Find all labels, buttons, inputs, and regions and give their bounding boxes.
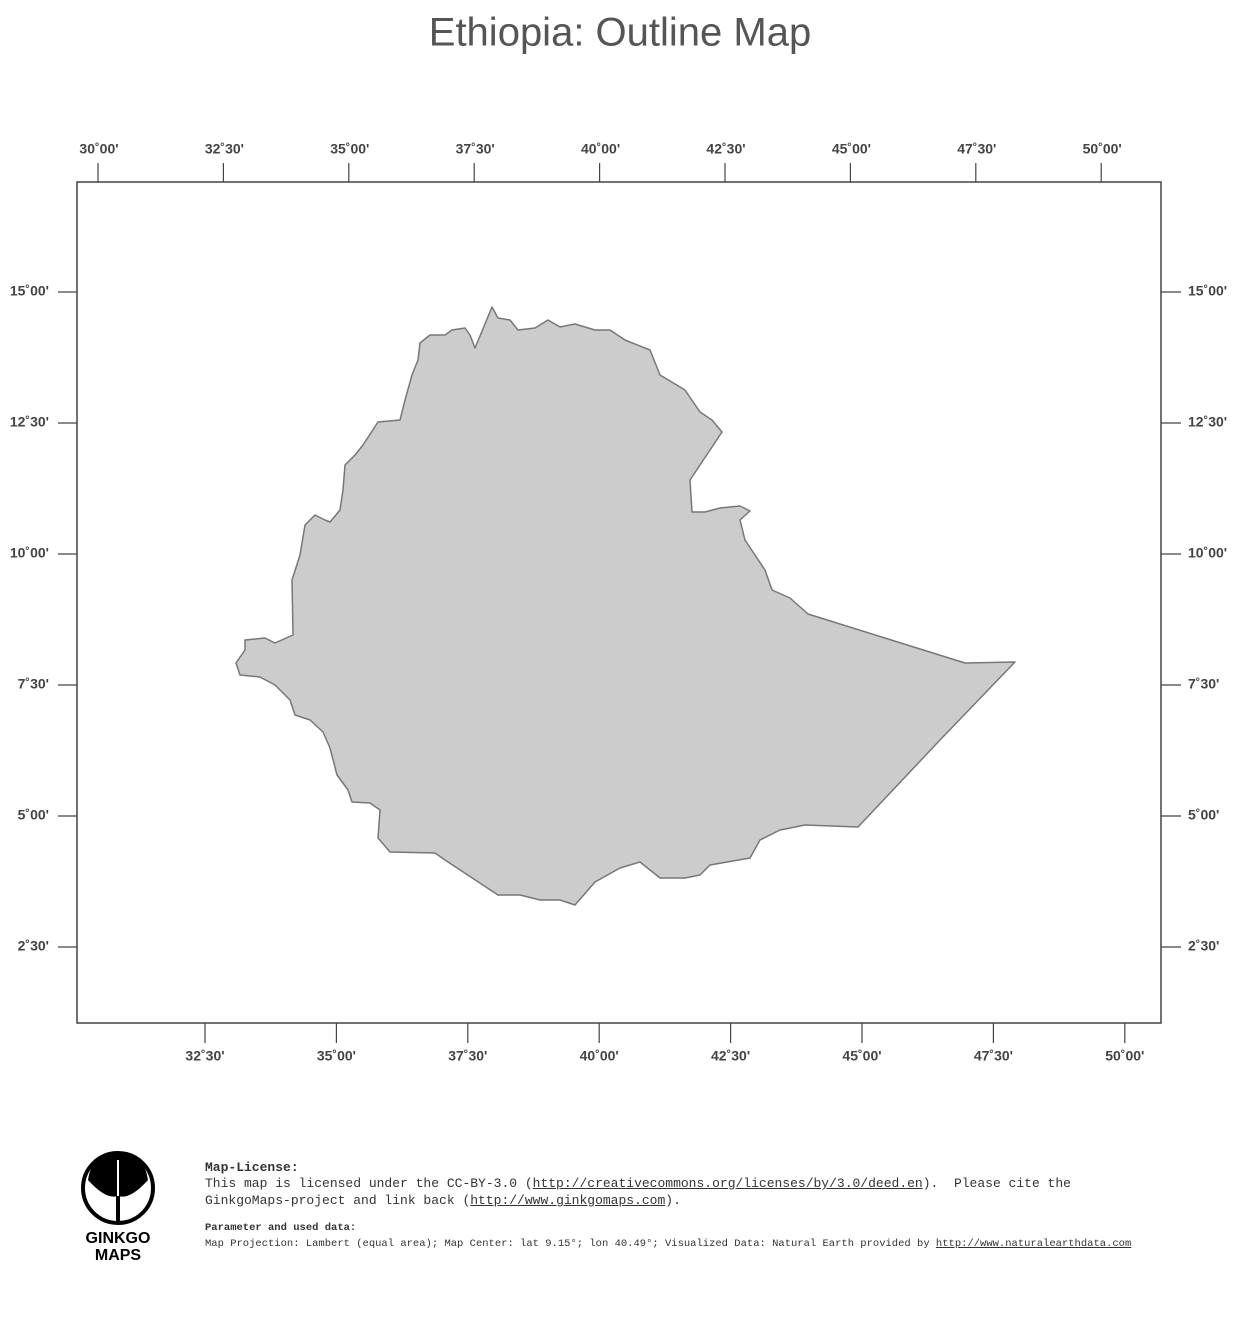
tick-label: 47˚30'	[957, 141, 996, 157]
license-heading: Map-License:	[205, 1160, 299, 1175]
tick-label: 2˚30'	[18, 938, 49, 954]
tick-label: 45˚00'	[832, 141, 871, 157]
tick-label: 42˚30'	[711, 1048, 750, 1064]
tick-label: 40˚00'	[580, 1048, 619, 1064]
tick-label: 15˚00'	[1188, 283, 1227, 299]
tick-label: 15˚00'	[10, 283, 49, 299]
tick-label: 10˚00'	[10, 545, 49, 561]
tick-label: 37˚30'	[456, 141, 495, 157]
tick-label: 35˚00'	[317, 1048, 356, 1064]
license-link[interactable]: http://creativecommons.org/licenses/by/3…	[532, 1176, 923, 1191]
tick-label: 50˚00'	[1083, 141, 1122, 157]
tick-label: 2˚30'	[1188, 938, 1219, 954]
license-text: GinkgoMaps-project and link back (	[205, 1193, 471, 1208]
tick-label: 5˚00'	[1188, 807, 1219, 823]
tick-label: 30˚00'	[79, 141, 118, 157]
tick-label: 12˚30'	[1188, 414, 1227, 430]
license-line: This map is licensed under the CC-BY-3.0…	[205, 1176, 1071, 1191]
license-link[interactable]: http://www.ginkgomaps.com	[470, 1193, 666, 1208]
license-line: GinkgoMaps-project and link back (http:/…	[205, 1193, 681, 1208]
parameters-line: Map Projection: Lambert (equal area); Ma…	[205, 1238, 1131, 1250]
tick-label: 37˚30'	[448, 1048, 487, 1064]
tick-label: 7˚30'	[1188, 676, 1219, 692]
tick-label: 45˚00'	[842, 1048, 881, 1064]
tick-label: 32˚30'	[205, 141, 244, 157]
logo: GINKGO MAPS	[81, 1151, 155, 1264]
license-text: ). Please cite the	[922, 1176, 1071, 1191]
license-text: ).	[665, 1193, 681, 1208]
tick-label: 32˚30'	[185, 1048, 224, 1064]
map-title: Ethiopia: Outline Map	[429, 11, 811, 55]
logo-text: MAPS	[95, 1247, 142, 1264]
tick-label: 35˚00'	[330, 141, 369, 157]
logo-text: GINKGO	[86, 1230, 151, 1247]
parameters-text: Map Projection: Lambert (equal area); Ma…	[205, 1238, 936, 1250]
tick-label: 10˚00'	[1188, 545, 1227, 561]
parameters-link[interactable]: http://www.naturalearthdata.com	[935, 1238, 1132, 1250]
tick-label: 5˚00'	[18, 807, 49, 823]
parameters-heading: Parameter and used data:	[205, 1222, 357, 1234]
tick-label: 12˚30'	[10, 414, 49, 430]
tick-label: 40˚00'	[581, 141, 620, 157]
tick-label: 42˚30'	[706, 141, 745, 157]
map-frame	[76, 181, 1162, 1024]
tick-label: 47˚30'	[974, 1048, 1013, 1064]
tick-label: 50˚00'	[1105, 1048, 1144, 1064]
country-ethiopia	[235, 306, 1016, 906]
logo-ring	[81, 1151, 155, 1225]
tick-label: 7˚30'	[18, 676, 49, 692]
license-text: This map is licensed under the CC-BY-3.0…	[205, 1176, 533, 1191]
